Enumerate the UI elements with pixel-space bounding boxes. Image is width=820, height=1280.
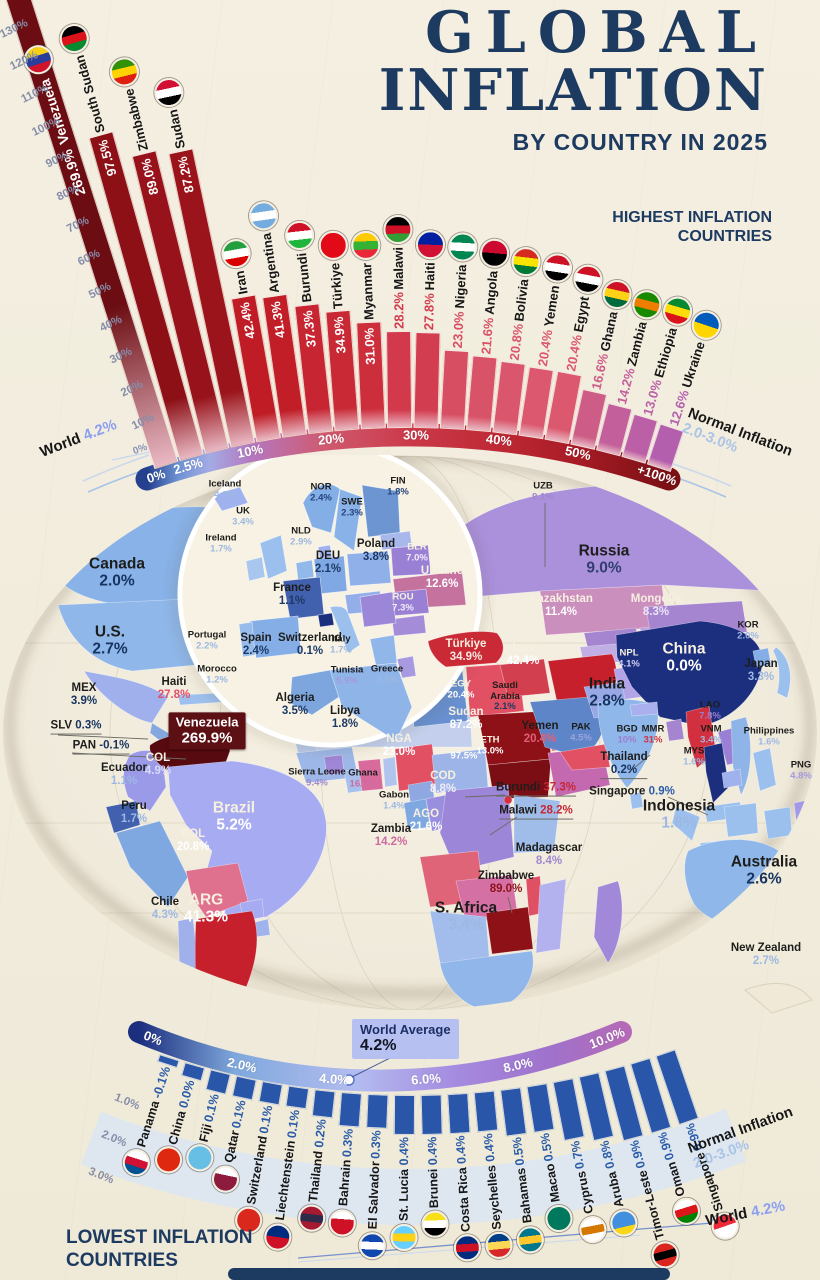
world-map — [3, 455, 817, 1014]
highest-section-heading: HIGHEST INFLATION COUNTRIES — [612, 208, 772, 246]
world-average-box: World Average 4.2% — [352, 1019, 459, 1059]
world-average-marker — [343, 1074, 355, 1086]
map-color-scale — [128, 1021, 632, 1092]
europe-inset — [173, 455, 504, 752]
globe-shadow — [5, 456, 815, 998]
lowest-normal-band — [80, 1108, 747, 1225]
world-average-label: World Average — [360, 1022, 451, 1037]
lowest-heading-line1: LOWEST INFLATION — [66, 1227, 253, 1248]
paper-curl — [744, 983, 813, 1014]
page-title-line1: GLOBAL — [425, 0, 768, 66]
highest-color-scale — [135, 423, 681, 491]
page-subtitle: BY COUNTRY IN 2025 — [512, 128, 768, 155]
title-block: GLOBAL INFLATION BY COUNTRY IN 2025 — [348, 4, 768, 156]
page-title-line2: INFLATION — [378, 57, 768, 124]
lowest-heading-line2: COUNTRIES — [66, 1249, 178, 1271]
world-average-value: 4.2% — [360, 1037, 397, 1054]
highest-heading-line2: COUNTRIES — [677, 228, 772, 246]
highest-heading-line1: HIGHEST INFLATION — [612, 209, 772, 226]
lowest-section-heading: LOWEST INFLATION COUNTRIES — [66, 1227, 252, 1273]
footer-bar — [228, 1268, 670, 1280]
